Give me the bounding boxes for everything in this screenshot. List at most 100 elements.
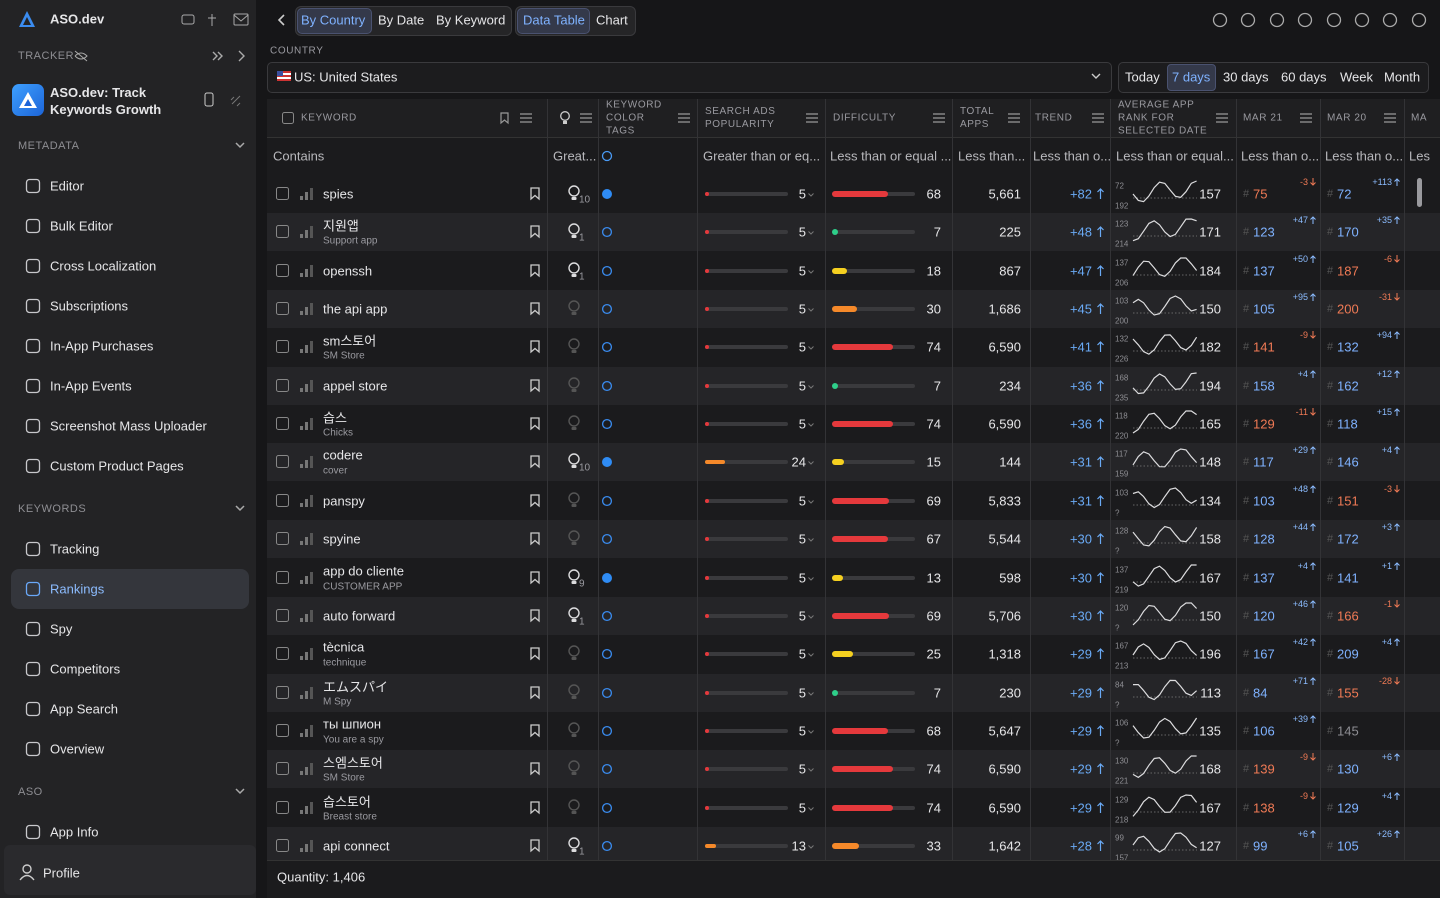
bookmark[interactable]	[530, 762, 540, 776]
idea-bulb[interactable]	[568, 760, 580, 776]
row-checkbox[interactable]	[276, 532, 289, 546]
column-header[interactable]: KEYWORD COLOR TAGS	[606, 99, 662, 137]
nav-item[interactable]: Spy	[50, 621, 73, 637]
color-tag[interactable]	[602, 189, 612, 199]
color-tag[interactable]	[601, 265, 613, 276]
column-filter[interactable]: Less than or equal...	[1116, 148, 1234, 164]
color-tag[interactable]	[601, 495, 613, 506]
tool-icon[interactable]	[1326, 12, 1342, 28]
row-checkbox[interactable]	[276, 685, 289, 699]
column-header[interactable]: KEYWORD	[301, 112, 357, 124]
idea-bulb[interactable]	[568, 338, 580, 354]
color-tag[interactable]	[601, 764, 613, 775]
color-tag[interactable]	[601, 303, 613, 315]
idea-bulb[interactable]	[568, 261, 580, 278]
color-tag[interactable]	[601, 342, 613, 353]
bookmark[interactable]	[530, 340, 540, 354]
row-checkbox[interactable]	[276, 417, 289, 431]
column-menu[interactable]	[580, 113, 592, 123]
tool-icon[interactable]	[1297, 12, 1313, 28]
idea-bulb[interactable]	[568, 492, 580, 508]
row-checkbox[interactable]	[276, 570, 289, 584]
color-tag[interactable]	[602, 457, 612, 468]
column-header[interactable]: MAR 20	[1327, 112, 1367, 124]
idea-bulb[interactable]	[568, 722, 580, 738]
tool-icon[interactable]	[1411, 12, 1427, 28]
column-filter[interactable]: Less than...	[958, 148, 1026, 164]
color-tag[interactable]	[601, 419, 613, 430]
nav-item[interactable]: Competitors	[50, 661, 121, 677]
nav-item[interactable]: App Info	[50, 824, 99, 840]
column-header[interactable]: MAR 21	[1243, 112, 1283, 124]
row-checkbox[interactable]	[276, 302, 289, 316]
idea-bulb[interactable]	[568, 453, 580, 469]
period-option[interactable]: 7 days	[1172, 69, 1211, 85]
column-menu[interactable]	[1300, 113, 1312, 123]
view-tab[interactable]: By Keyword	[436, 12, 506, 28]
row-checkbox[interactable]	[276, 723, 289, 737]
color-tag[interactable]	[601, 227, 613, 238]
section-chevron[interactable]	[235, 505, 245, 513]
column-filter[interactable]: Greater than or eq...	[703, 148, 821, 164]
bookmark[interactable]	[530, 225, 540, 239]
idea-bulb[interactable]	[568, 837, 580, 853]
row-checkbox[interactable]	[276, 493, 289, 507]
column-menu[interactable]	[933, 113, 945, 123]
column-menu[interactable]	[1384, 113, 1396, 123]
nav-item[interactable]: Tracking	[50, 541, 100, 557]
bookmark[interactable]	[530, 379, 540, 393]
idea-bulb[interactable]	[568, 645, 580, 661]
column-menu[interactable]	[520, 113, 532, 123]
color-tag[interactable]	[601, 725, 613, 736]
column-header[interactable]: TREND	[1035, 112, 1073, 124]
column-header[interactable]: TOTAL APPS	[960, 106, 994, 130]
nav-item[interactable]: In-App Purchases	[50, 338, 154, 354]
idea-bulb[interactable]	[568, 185, 580, 201]
tool-icon[interactable]	[1269, 12, 1285, 28]
row-checkbox[interactable]	[276, 263, 289, 277]
bookmark[interactable]	[530, 609, 540, 623]
column-filter[interactable]: Great...	[553, 148, 597, 164]
color-tag[interactable]	[601, 649, 613, 660]
color-tag[interactable]	[601, 802, 613, 813]
column-filter[interactable]: Less than o...	[1241, 148, 1320, 164]
bookmark[interactable]	[530, 264, 540, 278]
nav-item[interactable]: In-App Events	[50, 378, 132, 394]
tag-filter[interactable]	[601, 150, 613, 162]
nav-item[interactable]: Cross Localization	[50, 258, 157, 274]
period-option[interactable]: 60 days	[1281, 69, 1327, 85]
column-filter[interactable]: Les	[1409, 148, 1430, 164]
collapse-icons[interactable]	[212, 50, 248, 62]
bookmark[interactable]	[530, 800, 540, 815]
back-button[interactable]	[277, 14, 285, 26]
idea-bulb[interactable]	[568, 300, 580, 316]
color-tag[interactable]	[601, 687, 613, 698]
column-menu[interactable]	[678, 113, 690, 123]
idea-bulb[interactable]	[568, 415, 580, 431]
row-checkbox[interactable]	[276, 647, 289, 661]
row-checkbox[interactable]	[276, 762, 289, 776]
profile-label[interactable]: Profile	[43, 865, 80, 881]
section-chevron[interactable]	[235, 142, 245, 150]
row-checkbox[interactable]	[276, 378, 289, 392]
bookmark[interactable]	[530, 724, 540, 738]
bookmark[interactable]	[530, 570, 540, 584]
row-checkbox[interactable]	[276, 225, 289, 239]
idea-bulb[interactable]	[568, 568, 580, 585]
idea-bulb[interactable]	[568, 377, 580, 393]
color-tag[interactable]	[602, 572, 612, 583]
color-tag[interactable]	[601, 534, 613, 545]
idea-bulb[interactable]	[568, 798, 580, 815]
column-header[interactable]: AVERAGE APP RANK FOR SELECTED DATE	[1118, 99, 1208, 137]
row-checkbox[interactable]	[276, 608, 289, 622]
bookmark[interactable]	[530, 302, 540, 316]
idea-bulb[interactable]	[568, 223, 580, 239]
nav-item[interactable]: Screenshot Mass Uploader	[50, 418, 207, 434]
bookmark[interactable]	[530, 187, 540, 201]
column-menu[interactable]	[1092, 113, 1104, 123]
idea-bulb[interactable]	[568, 607, 580, 623]
idea-bulb[interactable]	[568, 530, 580, 546]
section-chevron[interactable]	[235, 788, 245, 796]
view-tab[interactable]: By Country	[301, 12, 366, 28]
bookmark[interactable]	[530, 494, 540, 508]
